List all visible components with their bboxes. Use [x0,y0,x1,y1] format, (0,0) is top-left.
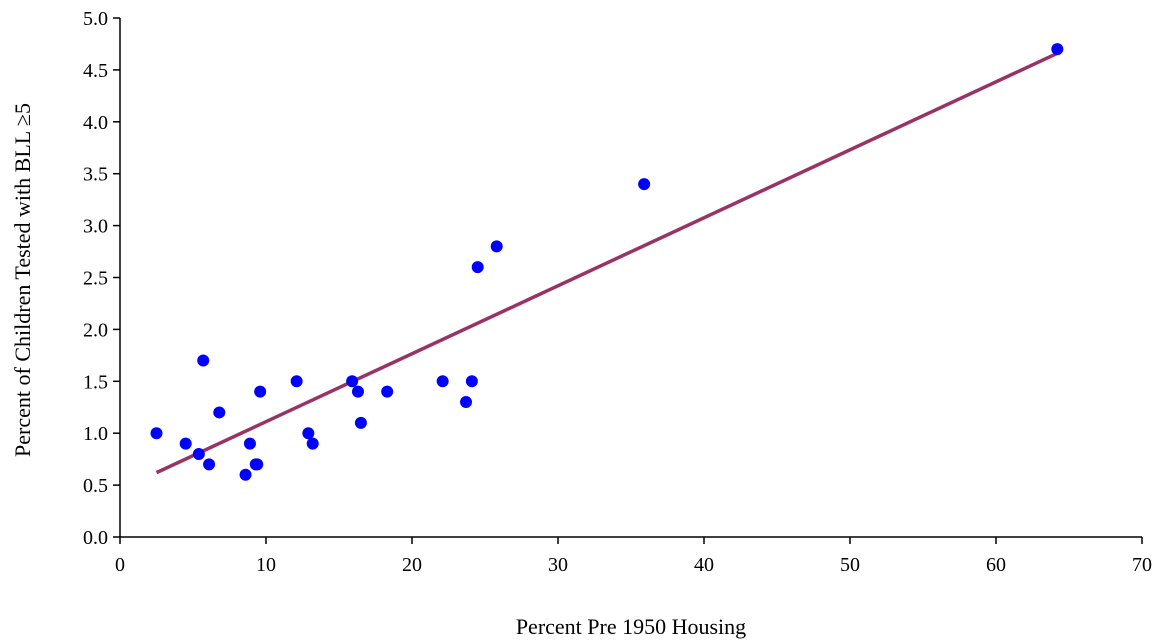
x-tick-label: 70 [1132,554,1152,576]
x-tick-label: 60 [986,554,1006,576]
data-point [465,375,478,388]
y-tick-label: 1.5 [83,371,108,393]
data-point [436,375,449,388]
y-tick-label: 3.0 [83,216,108,238]
trendline [155,51,1059,475]
data-point [381,385,394,398]
x-tick-label: 40 [694,554,714,576]
x-axis-ticks: 0 10 20 30 40 50 60 70 [115,537,1152,576]
y-tick-label: 2.0 [83,319,108,341]
y-tick-label: 4.5 [83,60,108,82]
data-point [150,427,163,440]
data-point [460,396,473,409]
y-tick-label: 4.0 [83,112,108,134]
y-axis-title: Percent of Children Tested with BLL ≥5 [10,103,35,457]
y-axis-ticks: 0.0 0.5 1.0 1.5 2.0 2.5 3.0 3.5 4.0 4.5 5.0 [83,8,120,549]
data-point [203,458,216,471]
data-points [150,43,1064,481]
x-tick-label: 0 [115,554,125,576]
trendline-group [155,51,1059,475]
y-tick-label: 0.0 [83,527,108,549]
axes [119,18,1142,538]
data-point [351,385,364,398]
data-point [346,375,359,388]
data-point [354,416,367,429]
data-point [213,406,226,419]
data-point [179,437,192,450]
x-axis-title: Percent Pre 1950 Housing [516,614,746,639]
data-point [471,261,484,274]
y-tick-label: 2.5 [83,268,108,290]
data-point [254,385,267,398]
data-point [1051,43,1064,56]
data-point [251,458,264,471]
y-tick-label: 0.5 [83,475,108,497]
data-point [302,427,315,440]
data-point [243,437,256,450]
data-point [192,447,205,460]
data-point [290,375,303,388]
x-tick-label: 20 [402,554,422,576]
data-point [239,468,252,481]
data-point [306,437,319,450]
data-point [197,354,210,367]
data-point [490,240,503,253]
x-tick-label: 30 [548,554,568,576]
y-tick-label: 3.5 [83,164,108,186]
y-tick-label: 1.0 [83,423,108,445]
x-tick-label: 10 [256,554,276,576]
data-point [638,178,651,191]
x-tick-label: 50 [840,554,860,576]
y-tick-label: 5.0 [83,8,108,30]
